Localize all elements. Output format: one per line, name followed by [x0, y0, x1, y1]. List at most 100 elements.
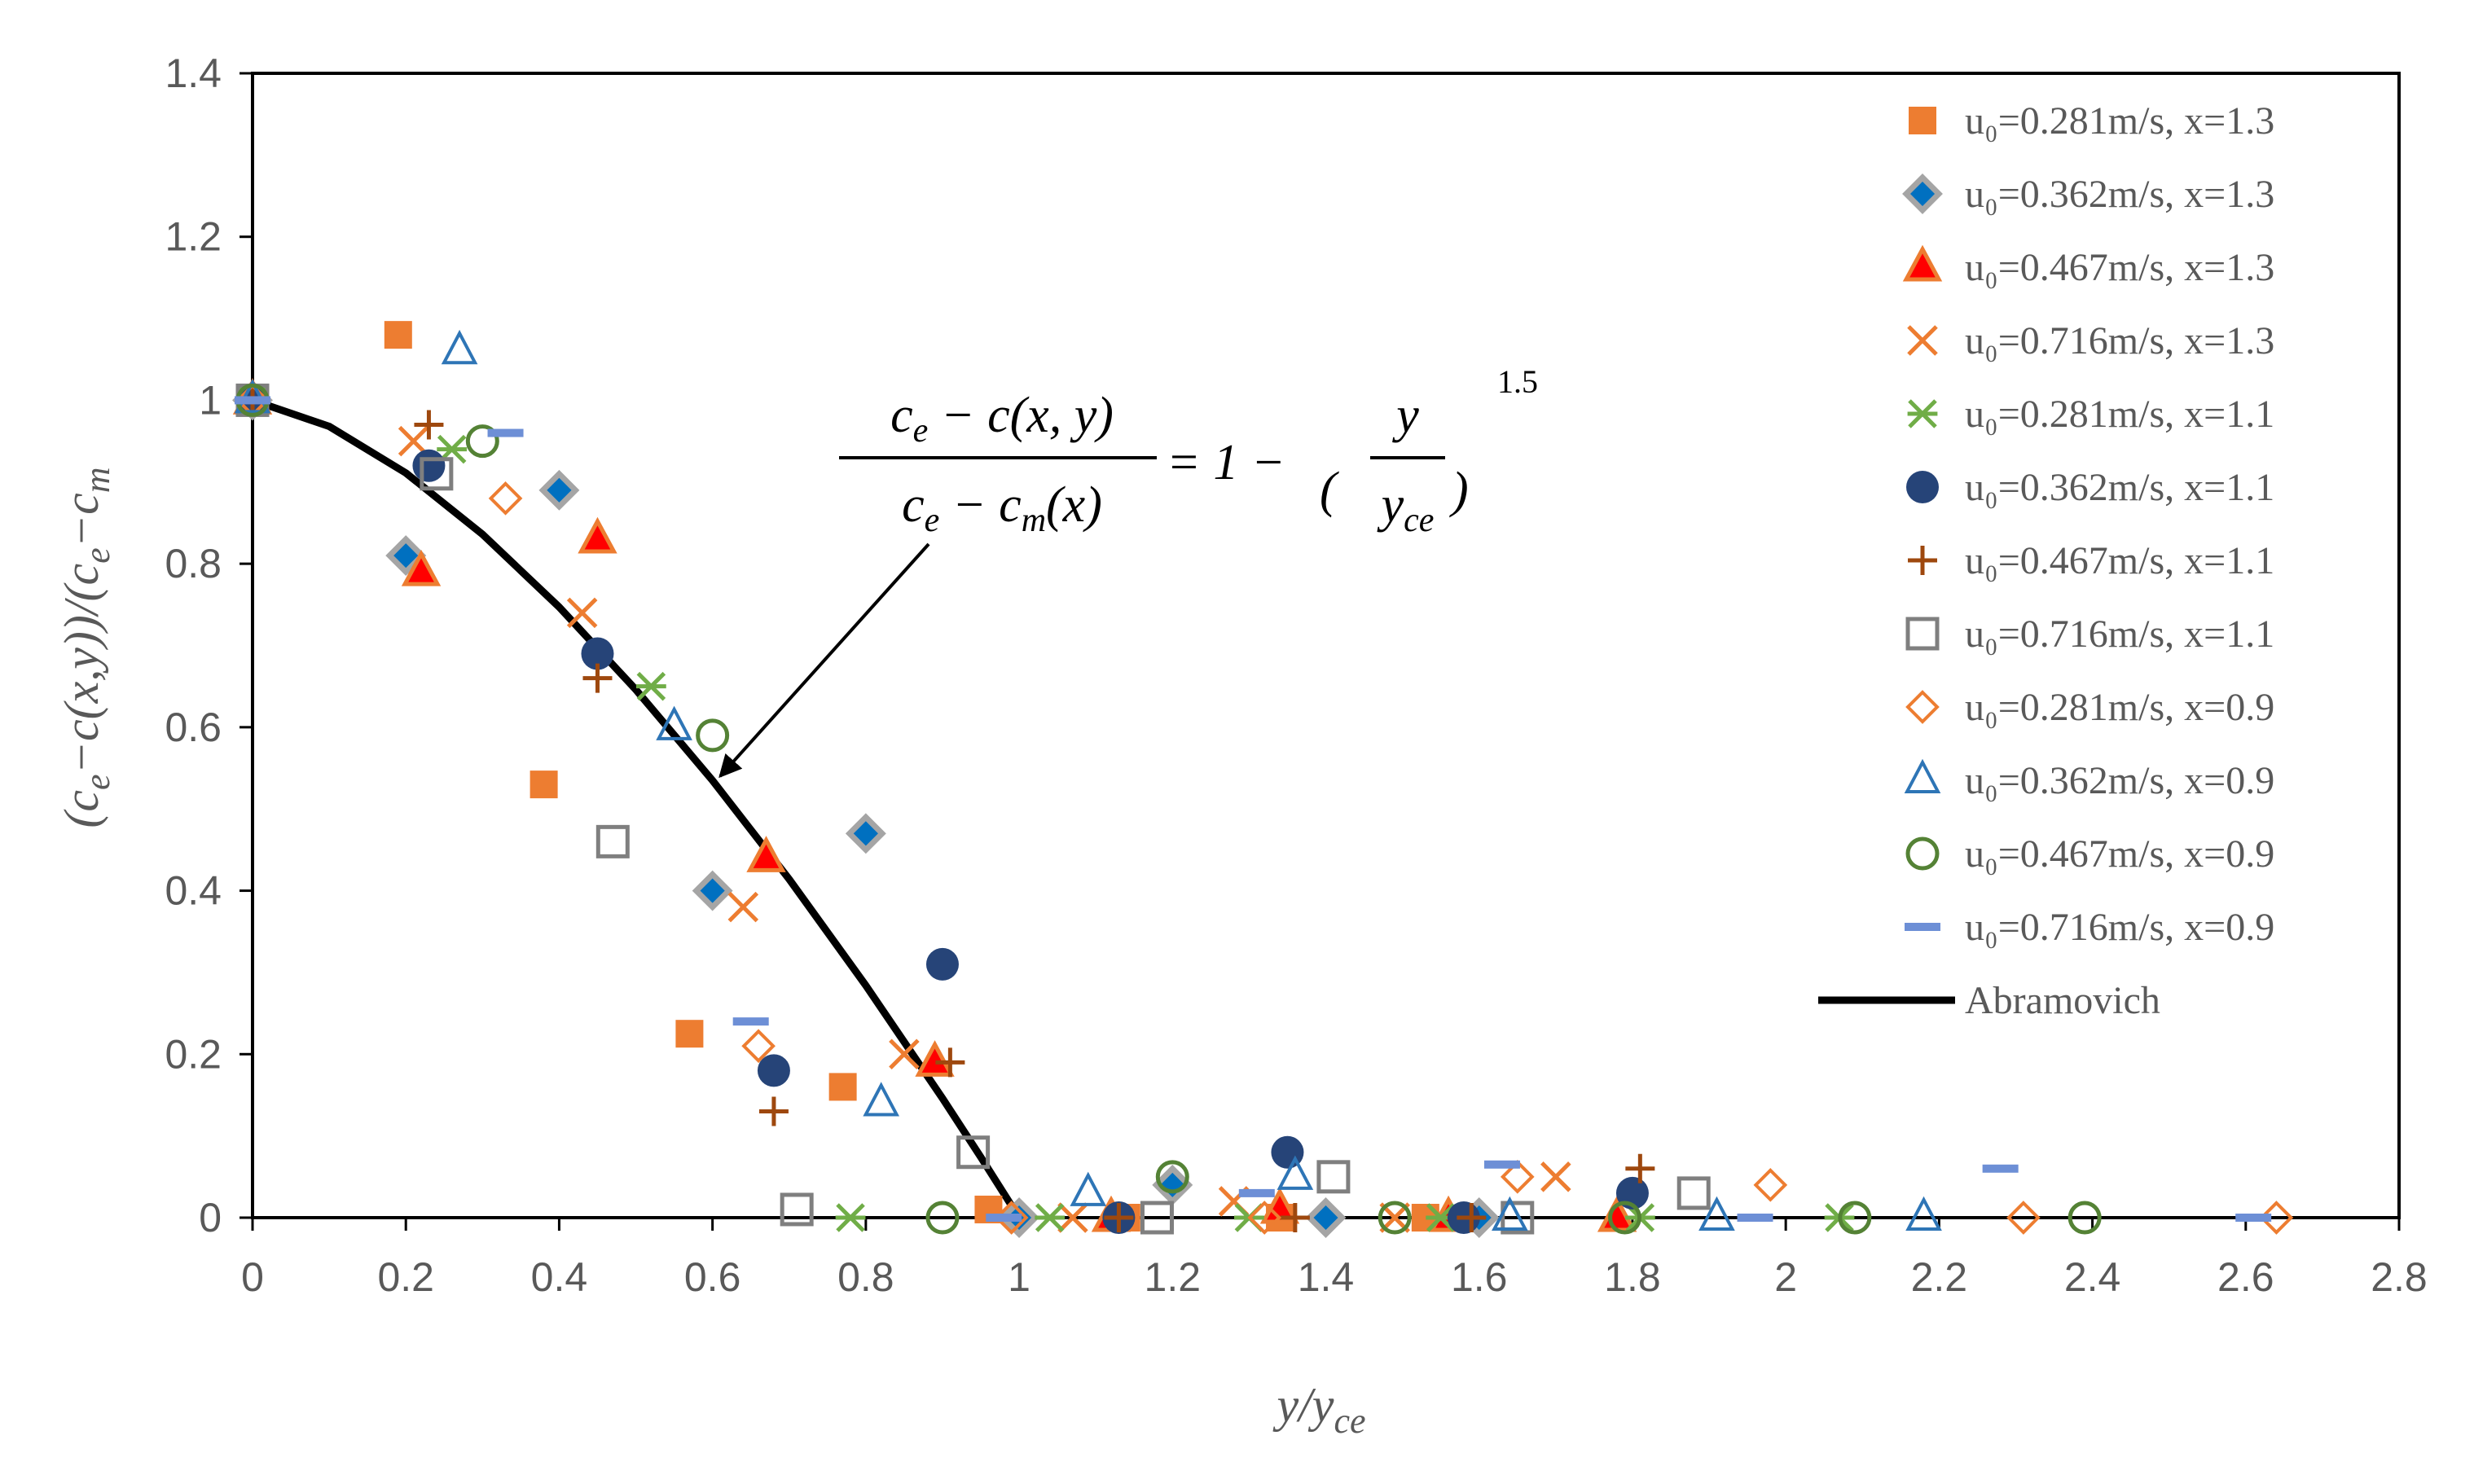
series-open-circle — [235, 383, 2102, 1235]
formula-numerator: ce − c(x, y) — [890, 388, 1114, 450]
data-point — [1906, 471, 1939, 503]
data-point — [1905, 836, 1940, 871]
data-point — [1737, 1214, 1773, 1222]
data-point — [656, 705, 692, 740]
formula-right-paren: ) — [1449, 463, 1469, 518]
data-point — [1698, 1196, 1735, 1231]
data-point — [441, 329, 478, 365]
legend-entry: u₀=0.281m/s, x=1.1 — [1907, 393, 2274, 436]
data-point — [696, 718, 730, 753]
data-point — [845, 813, 886, 854]
y-tick-label: 0.2 — [165, 1031, 222, 1077]
data-point — [727, 891, 759, 923]
data-point — [1909, 107, 1936, 134]
data-point — [746, 836, 786, 872]
legend-label: u₀=0.467m/s, x=1.1 — [1965, 539, 2274, 582]
legend-entry: u₀=0.716m/s, x=0.9 — [1905, 906, 2274, 949]
data-point — [1905, 690, 1940, 724]
data-markers — [232, 321, 2294, 1238]
data-point — [915, 1040, 955, 1077]
data-point — [1070, 1171, 1107, 1206]
data-point — [925, 947, 959, 981]
legend-entry: u₀=0.362m/s, x=1.1 — [1906, 466, 2274, 509]
y-tick-label: 1 — [199, 377, 222, 423]
x-tick-label: 2.2 — [1911, 1254, 1968, 1300]
data-point — [1305, 1197, 1347, 1238]
legend-label: u₀=0.362m/s, x=0.9 — [1965, 759, 2274, 802]
data-point — [675, 1020, 704, 1048]
data-point — [401, 549, 442, 586]
data-point — [863, 1082, 899, 1117]
x-tick-label: 2 — [1774, 1254, 1797, 1300]
data-point — [2006, 1201, 2041, 1235]
data-point — [1905, 923, 1940, 931]
data-point — [488, 481, 523, 516]
legend-entry: u₀=0.281m/s, x=1.3 — [1909, 99, 2274, 143]
legend-label: Abramovich — [1965, 979, 2160, 1022]
legend-label: u₀=0.281m/s, x=0.9 — [1965, 686, 2274, 729]
data-point — [1035, 1203, 1066, 1232]
legend-entry: u₀=0.716m/s, x=1.3 — [1907, 319, 2274, 362]
y-tick-label: 1.2 — [165, 214, 222, 260]
data-point — [757, 1054, 790, 1087]
x-tick-label: 0 — [241, 1254, 264, 1300]
data-point — [1753, 1168, 1788, 1202]
series-dash — [235, 396, 2272, 1222]
y-tick-label: 0.8 — [165, 541, 222, 586]
legend-entry: Abramovich — [1818, 979, 2160, 1022]
data-point — [1904, 758, 1941, 793]
data-point — [1501, 1201, 1535, 1235]
x-tick-label: 0.4 — [531, 1254, 588, 1300]
data-point — [828, 1073, 857, 1101]
data-point — [530, 771, 558, 799]
data-point — [235, 396, 270, 405]
formula-rhs: = 1 − — [1167, 435, 1285, 490]
data-point — [2259, 1201, 2294, 1235]
formula-exponent: 1.5 — [1497, 363, 1538, 400]
data-point — [1277, 1155, 1314, 1190]
y-tick-label: 1.4 — [165, 50, 222, 96]
data-point — [994, 1201, 1029, 1235]
series-diamond-gray-blue — [232, 380, 1500, 1238]
data-point — [595, 824, 630, 858]
data-point — [1259, 1187, 1300, 1224]
data-point — [1676, 1176, 1711, 1210]
data-point — [1378, 1201, 1412, 1235]
legend-label: u₀=0.716m/s, x=1.1 — [1965, 612, 2274, 656]
x-tick-label: 2.4 — [2064, 1254, 2121, 1300]
y-tick-label: 0 — [199, 1195, 222, 1240]
legend-label: u₀=0.281m/s, x=1.1 — [1965, 393, 2274, 436]
y-tick-label: 0.6 — [165, 705, 222, 750]
data-point — [1492, 1196, 1528, 1231]
data-point — [732, 1017, 769, 1026]
data-point — [1483, 1160, 1520, 1169]
data-point — [692, 870, 733, 911]
data-point — [935, 1047, 965, 1078]
legend-entry: u₀=0.281m/s, x=0.9 — [1905, 686, 2274, 729]
data-point — [384, 321, 412, 349]
legend-entry: u₀=0.362m/s, x=1.3 — [1902, 173, 2274, 216]
data-point — [414, 410, 444, 440]
y-tick-label: 0.4 — [165, 868, 222, 914]
data-point — [1907, 399, 1938, 428]
data-point — [780, 1192, 814, 1227]
y-axis-title: (ce−c(x,y))/(ce−cm — [55, 467, 117, 828]
data-point — [1247, 1201, 1282, 1235]
data-point — [581, 637, 614, 670]
data-point — [1104, 1203, 1134, 1232]
data-point — [1905, 1196, 1942, 1231]
x-tick-label: 1 — [1008, 1254, 1030, 1300]
data-point — [1457, 1203, 1487, 1232]
x-tick-label: 2.8 — [2371, 1254, 2428, 1300]
legend-entry: u₀=0.362m/s, x=0.9 — [1904, 758, 2274, 802]
data-point — [1905, 617, 1940, 651]
formula-yce: yce — [1377, 477, 1435, 539]
legend-label: u₀=0.281m/s, x=1.3 — [1965, 99, 2274, 143]
legend-label: u₀=0.362m/s, x=1.1 — [1965, 466, 2274, 509]
formula-denominator: ce − cm(x) — [902, 477, 1102, 539]
data-point — [1902, 173, 1943, 214]
data-point — [1155, 1160, 1189, 1194]
data-point — [889, 1038, 920, 1070]
legend-label: u₀=0.467m/s, x=1.3 — [1965, 246, 2274, 289]
